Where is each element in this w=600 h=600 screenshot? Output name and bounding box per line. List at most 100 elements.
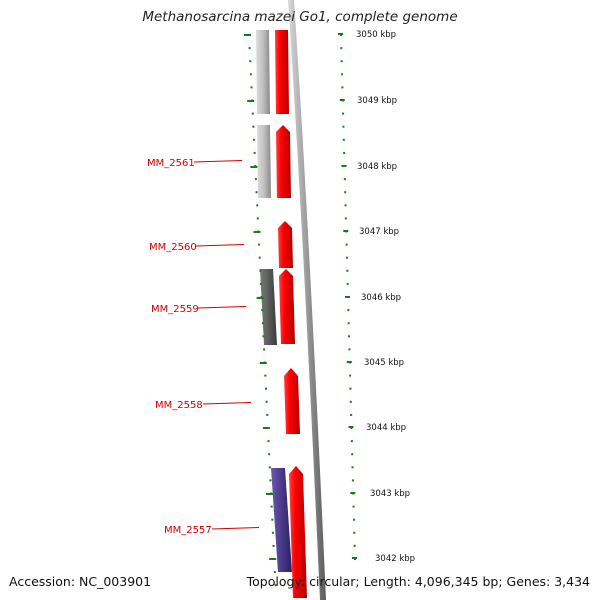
gene-feature-red-3[interactable]	[278, 221, 293, 268]
major-tick	[250, 166, 258, 168]
minor-tick	[274, 584, 277, 587]
minor-tick	[343, 151, 346, 154]
gene-feature-gray-1[interactable]	[256, 30, 270, 114]
gene-feature-gray-2[interactable]	[257, 125, 271, 198]
minor-tick	[340, 47, 343, 50]
minor-tick-marks	[338, 33, 357, 560]
minor-tick	[253, 151, 256, 154]
minor-tick	[349, 387, 352, 390]
minor-tick	[351, 453, 354, 456]
major-tick	[345, 296, 351, 298]
minor-tick	[350, 413, 353, 416]
major-tick	[339, 99, 345, 101]
minor-tick	[349, 374, 352, 377]
gene-leader-line	[197, 306, 247, 309]
major-tick	[259, 362, 267, 364]
kbp-label: 3048 kbp	[357, 162, 397, 172]
minor-tick	[258, 243, 261, 246]
minor-tick	[353, 531, 356, 534]
kbp-label: 3046 kbp	[361, 293, 401, 303]
minor-tick	[249, 60, 252, 63]
minor-tick	[348, 348, 351, 351]
gene-label[interactable]: MM_2559	[151, 304, 199, 315]
major-tick	[346, 361, 352, 363]
gene-label[interactable]: MM_2558	[155, 400, 203, 411]
minor-tick	[351, 479, 354, 482]
kbp-label: 3045 kbp	[364, 358, 404, 368]
gene-feature-red-4[interactable]	[279, 269, 295, 344]
minor-tick	[249, 73, 252, 76]
gene-feature-red-5[interactable]	[284, 368, 300, 434]
minor-tick	[263, 348, 266, 351]
minor-tick	[255, 191, 258, 194]
genome-backbone	[288, 0, 326, 600]
kbp-label: 3042 kbp	[375, 554, 415, 564]
minor-tick	[345, 256, 348, 259]
genome-summary-text: Topology: circular; Length: 4,096,345 bp…	[246, 574, 590, 589]
gene-label[interactable]: MM_2561	[147, 158, 195, 169]
minor-tick	[252, 125, 255, 128]
major-tick	[338, 33, 343, 35]
gene-leader-line	[202, 402, 252, 405]
minor-tick	[272, 544, 275, 547]
minor-tick	[261, 309, 264, 312]
minor-tick	[261, 322, 264, 325]
major-tick-marks	[244, 34, 277, 587]
minor-tick	[343, 178, 346, 181]
minor-tick	[254, 178, 257, 181]
gene-feature-red-6[interactable]	[289, 466, 307, 598]
gene-feature-blue[interactable]	[271, 468, 292, 572]
minor-tick	[265, 400, 268, 403]
minor-tick	[341, 73, 344, 76]
minor-tick	[271, 531, 274, 534]
minor-tick	[347, 322, 350, 325]
minor-tick	[342, 112, 345, 115]
major-tick	[253, 231, 261, 233]
minor-tick	[259, 269, 262, 272]
gene-leader-line	[195, 244, 245, 247]
minor-tick	[349, 400, 352, 403]
minor-tick	[253, 138, 256, 141]
minor-tick	[350, 440, 353, 443]
gene-leader-line	[211, 527, 260, 530]
major-tick	[341, 165, 347, 167]
gene-label[interactable]: MM_2560	[149, 242, 197, 253]
gene-feature-dark[interactable]	[260, 269, 277, 345]
minor-tick	[352, 518, 355, 521]
minor-tick	[264, 387, 267, 390]
minor-tick	[250, 86, 253, 89]
minor-tick	[342, 138, 345, 141]
major-tick	[266, 493, 274, 495]
minor-tick	[264, 374, 267, 377]
accession-text: Accession: NC_003901	[9, 574, 152, 589]
minor-tick	[344, 204, 347, 207]
major-tick	[348, 426, 354, 428]
gene-feature-red-2[interactable]	[276, 125, 291, 198]
minor-tick	[267, 440, 270, 443]
minor-tick	[248, 47, 251, 50]
gene-labels: MM_2561 MM_2560 MM_2559 MM_2558 MM_2557	[147, 158, 260, 536]
minor-tick	[351, 466, 354, 469]
minor-tick	[256, 217, 259, 220]
minor-tick	[341, 86, 344, 89]
gene-label[interactable]: MM_2557	[164, 525, 212, 536]
kbp-label: 3047 kbp	[359, 227, 399, 237]
major-tick	[247, 100, 255, 102]
minor-tick	[342, 125, 345, 128]
minor-tick	[256, 204, 259, 207]
major-tick	[262, 427, 270, 429]
gene-feature-red-1[interactable]	[275, 30, 289, 114]
minor-tick	[270, 505, 273, 508]
major-tick	[352, 557, 357, 559]
minor-tick	[348, 335, 351, 338]
minor-tick	[262, 335, 265, 338]
major-tick	[244, 34, 251, 36]
genome-title: Methanosarcina mazei Go1, complete genom…	[142, 9, 458, 25]
gene-leader-line	[193, 160, 243, 163]
minor-tick	[268, 453, 271, 456]
minor-tick	[346, 282, 349, 285]
kbp-label: 3044 kbp	[366, 423, 406, 433]
minor-tick	[258, 256, 261, 259]
major-tick	[269, 558, 277, 560]
